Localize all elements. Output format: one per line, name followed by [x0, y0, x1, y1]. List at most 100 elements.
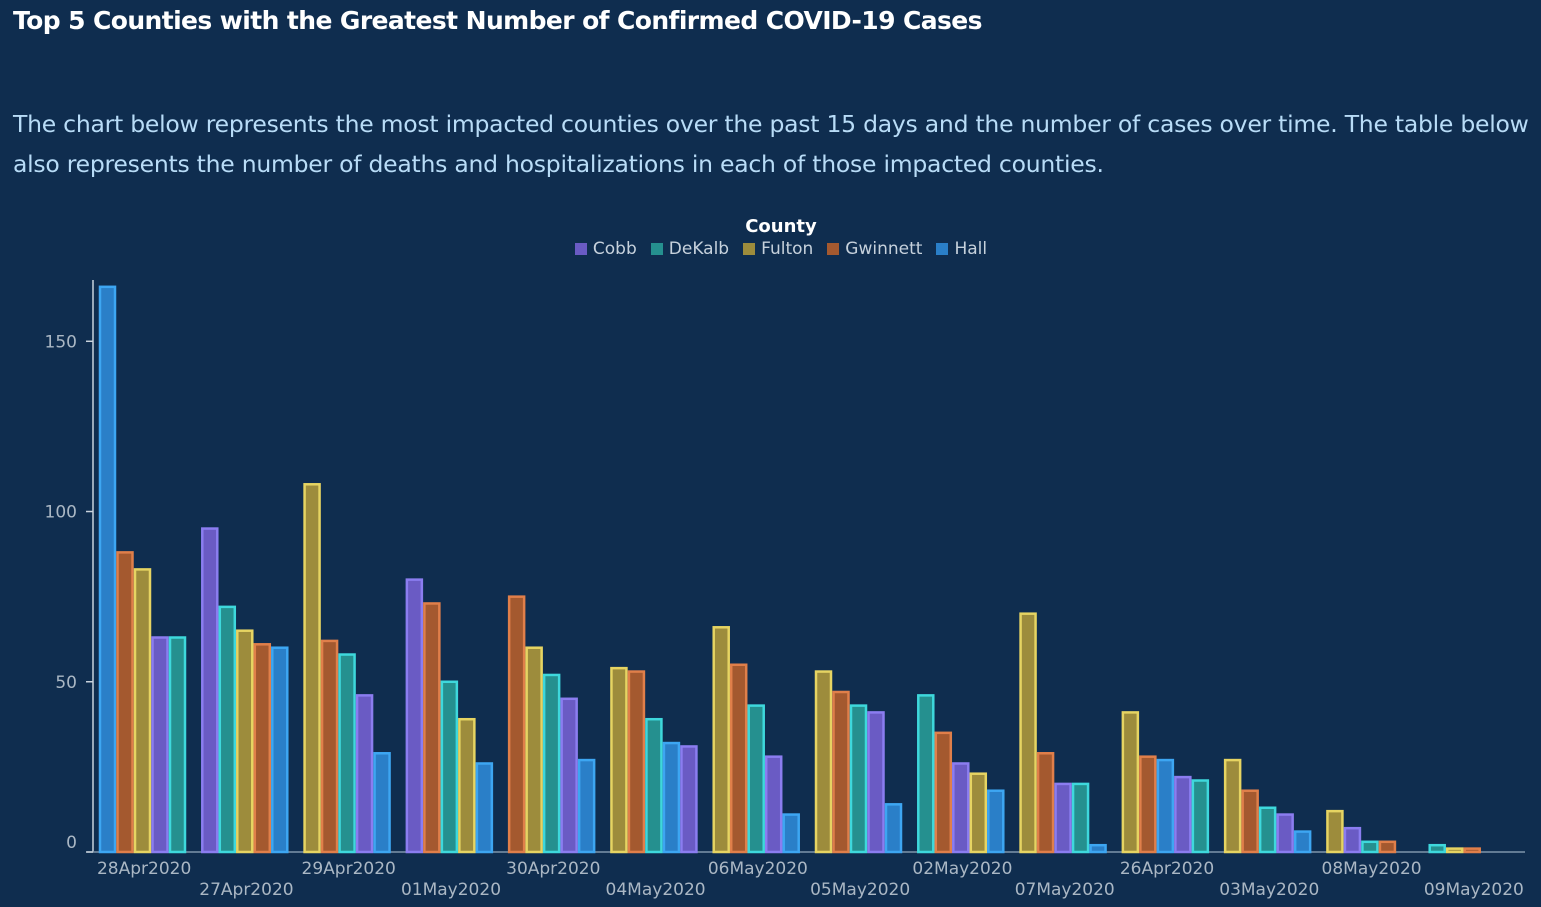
bar-fulton-03May2020[interactable]	[1223, 758, 1242, 854]
legend-title: County	[745, 216, 817, 237]
bar-gwinnett-01May2020[interactable]	[423, 602, 441, 854]
bar-fulton-26Apr2020[interactable]	[1121, 711, 1140, 854]
bar-fulton-04May2020[interactable]	[610, 666, 628, 854]
x-tick-label: 28Apr2020	[97, 859, 191, 879]
bar-dekalb-28Apr2020[interactable]	[168, 636, 187, 854]
bar-dekalb-07May2020[interactable]	[1071, 782, 1090, 854]
bar-gwinnett-28Apr2020[interactable]	[116, 551, 134, 854]
legend-swatch-dekalb	[650, 243, 663, 255]
bar-dekalb-27Apr2020[interactable]	[218, 605, 237, 854]
y-tick-label: 100	[45, 503, 77, 523]
bar-gwinnett-09May2020[interactable]	[1463, 847, 1481, 854]
x-tick-label: 29Apr2020	[302, 859, 396, 879]
bar-hall-04May2020[interactable]	[662, 741, 681, 854]
bar-hall-06May2020[interactable]	[782, 813, 800, 854]
bar-fulton-01May2020[interactable]	[458, 717, 476, 854]
bar-cobb-27Apr2020[interactable]	[201, 527, 219, 854]
bar-fulton-05May2020[interactable]	[814, 670, 833, 854]
x-tick-label: 05May2020	[810, 880, 910, 900]
bar-gwinnett-08May2020[interactable]	[1378, 840, 1397, 854]
bar-fulton-30Apr2020[interactable]	[525, 646, 543, 854]
bar-fulton-27Apr2020[interactable]	[236, 629, 254, 854]
legend-item-fulton[interactable]: Fulton	[743, 239, 813, 259]
bar-cobb-04May2020[interactable]	[680, 745, 698, 854]
bar-cobb-07May2020[interactable]	[1054, 782, 1072, 854]
bar-hall-02May2020[interactable]	[987, 789, 1005, 854]
bar-fulton-09May2020[interactable]	[1445, 847, 1464, 854]
bar-cobb-08May2020[interactable]	[1343, 826, 1362, 854]
legend-item-gwinnett[interactable]: Gwinnett	[827, 239, 922, 259]
bar-dekalb-05May2020[interactable]	[849, 704, 868, 854]
bar-hall-03May2020[interactable]	[1293, 830, 1312, 854]
bar-fulton-29Apr2020[interactable]	[303, 483, 321, 854]
bar-hall-26Apr2020[interactable]	[1156, 758, 1175, 854]
legend-label-dekalb: DeKalb	[668, 239, 730, 259]
bar-gwinnett-03May2020[interactable]	[1241, 789, 1259, 854]
bar-dekalb-08May2020[interactable]	[1361, 840, 1379, 854]
bar-hall-07May2020[interactable]	[1089, 843, 1107, 854]
bar-cobb-26Apr2020[interactable]	[1174, 775, 1192, 854]
x-tick-label: 26Apr2020	[1120, 859, 1214, 879]
x-tick-label: 08May2020	[1322, 859, 1422, 879]
bar-fulton-08May2020[interactable]	[1326, 809, 1344, 854]
legend-label-cobb: Cobb	[592, 239, 637, 259]
bar-gwinnett-26Apr2020[interactable]	[1139, 755, 1157, 854]
legend-swatch-gwinnett	[827, 243, 840, 255]
bar-hall-30Apr2020[interactable]	[577, 758, 596, 854]
x-tick-label: 27Apr2020	[199, 880, 293, 900]
bar-dekalb-06May2020[interactable]	[747, 704, 765, 854]
bar-cobb-30Apr2020[interactable]	[560, 697, 578, 854]
bar-gwinnett-06May2020[interactable]	[729, 663, 748, 854]
bar-cobb-05May2020[interactable]	[867, 711, 885, 854]
legend-item-dekalb[interactable]: DeKalb	[650, 239, 730, 259]
bar-fulton-07May2020[interactable]	[1019, 612, 1037, 854]
bar-dekalb-26Apr2020[interactable]	[1191, 779, 1210, 854]
x-tick-label: 09May2020	[1424, 880, 1524, 900]
bar-fulton-06May2020[interactable]	[712, 626, 730, 854]
bar-gwinnett-27Apr2020[interactable]	[253, 643, 272, 854]
bar-cobb-03May2020[interactable]	[1276, 813, 1294, 854]
chart-title: Top 5 Counties with the Greatest Number …	[13, 6, 983, 35]
bar-dekalb-02May2020[interactable]	[917, 694, 935, 854]
bar-hall-05May2020[interactable]	[884, 803, 903, 854]
legend-item-hall[interactable]: Hall	[936, 239, 987, 259]
x-tick-label: 30Apr2020	[506, 859, 600, 879]
legend-swatch-fulton	[743, 243, 756, 255]
legend-item-cobb[interactable]: Cobb	[574, 239, 637, 259]
legend: County Cobb DeKalb Fulton Gwinnett Hall	[0, 216, 1541, 259]
bar-dekalb-03May2020[interactable]	[1258, 806, 1277, 854]
bar-hall-29Apr2020[interactable]	[373, 752, 391, 854]
bar-gwinnett-02May2020[interactable]	[934, 731, 953, 854]
bar-fulton-28Apr2020[interactable]	[133, 568, 152, 854]
bar-dekalb-29Apr2020[interactable]	[338, 653, 356, 854]
bar-gwinnett-30Apr2020[interactable]	[507, 595, 526, 854]
bar-dekalb-04May2020[interactable]	[645, 717, 663, 854]
legend-label-gwinnett: Gwinnett	[845, 239, 923, 259]
bar-hall-01May2020[interactable]	[475, 762, 494, 854]
bar-hall-28Apr2020[interactable]	[98, 285, 117, 854]
bar-gwinnett-04May2020[interactable]	[627, 670, 646, 854]
bar-dekalb-30Apr2020[interactable]	[542, 673, 561, 854]
chart-description: The chart below represents the most impa…	[13, 110, 1529, 178]
bar-dekalb-01May2020[interactable]	[440, 680, 459, 854]
x-tick-label: 01May2020	[401, 880, 501, 900]
bar-cobb-29Apr2020[interactable]	[355, 694, 374, 854]
x-tick-label: 03May2020	[1219, 880, 1319, 900]
bar-cobb-06May2020[interactable]	[764, 755, 783, 854]
bar-cobb-28Apr2020[interactable]	[151, 636, 169, 854]
bar-fulton-02May2020[interactable]	[969, 772, 988, 854]
bar-gwinnett-29Apr2020[interactable]	[320, 639, 339, 854]
bar-gwinnett-07May2020[interactable]	[1036, 752, 1055, 854]
y-tick-label: 0	[66, 833, 77, 853]
x-tick-label: 07May2020	[1015, 880, 1115, 900]
bar-gwinnett-05May2020[interactable]	[832, 690, 850, 854]
bar-cobb-01May2020[interactable]	[405, 578, 424, 854]
legend-swatch-cobb	[574, 243, 587, 255]
y-tick-label: 150	[45, 332, 77, 352]
x-tick-label: 02May2020	[912, 859, 1012, 879]
bar-hall-27Apr2020[interactable]	[271, 646, 289, 854]
bar-cobb-02May2020[interactable]	[952, 762, 970, 854]
legend-label-fulton: Fulton	[761, 239, 814, 259]
bar-dekalb-09May2020[interactable]	[1428, 843, 1446, 854]
